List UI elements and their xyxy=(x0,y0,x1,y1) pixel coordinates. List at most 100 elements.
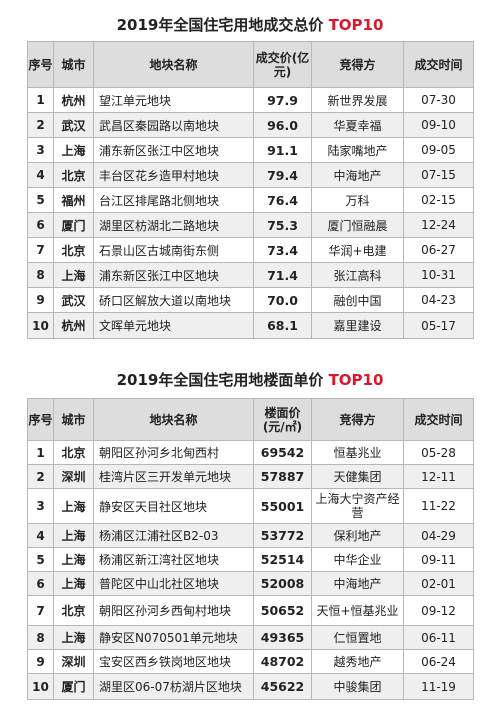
table-row: 9 武汉 硚口区解放大道以南地块 70.0 融创中国 04-23 xyxy=(27,287,474,313)
table-row: 10 厦门 湖里区06-07枋湖片区地块 45622 中骏集团 11-19 xyxy=(27,673,474,700)
cell-rank: 4 xyxy=(27,162,54,188)
cell-price: 45622 xyxy=(253,673,312,700)
cell-price: 68.1 xyxy=(253,312,312,339)
cell-rank: 1 xyxy=(27,87,54,113)
table-row: 6 上海 普陀区中山北社区地块 52008 中海地产 02-01 xyxy=(27,571,474,596)
table-row: 7 北京 石景山区古城南街东侧 73.4 华润+电建 06-27 xyxy=(27,237,474,263)
header-name: 地块名称 xyxy=(93,41,254,88)
cell-name: 普陀区中山北社区地块 xyxy=(93,571,254,596)
table-header-row: 序号 城市 地块名称 楼面价(元/㎡) 竞得方 成交时间 xyxy=(27,398,474,441)
cell-date: 06-24 xyxy=(403,649,474,674)
cell-price: 52008 xyxy=(253,571,312,596)
cell-date: 06-11 xyxy=(403,625,474,650)
header-rank: 序号 xyxy=(27,398,54,441)
table-row: 3 上海 浦东新区张江中区地块 91.1 陆家嘴地产 09-05 xyxy=(27,137,474,163)
cell-price: 53772 xyxy=(253,523,312,548)
cell-name: 桂湾片区三开发单元地块 xyxy=(93,464,254,489)
cell-city: 上海 xyxy=(53,571,94,596)
cell-name: 硚口区解放大道以南地块 xyxy=(93,287,254,313)
cell-buyer: 中海地产 xyxy=(311,571,404,596)
cell-rank: 1 xyxy=(27,440,54,465)
cell-buyer: 华夏幸福 xyxy=(311,112,404,138)
table-row: 5 上海 杨浦区新江湾社区地块 52514 中华企业 09-11 xyxy=(27,547,474,572)
cell-name: 丰台区花乡造甲村地块 xyxy=(93,162,254,188)
cell-name: 望江单元地块 xyxy=(93,87,254,113)
cell-price: 49365 xyxy=(253,625,312,650)
cell-price: 91.1 xyxy=(253,137,312,163)
cell-name: 朝阳区孙河乡西甸村地块 xyxy=(93,595,254,626)
table-row: 8 上海 静安区N070501单元地块 49365 仁恒置地 06-11 xyxy=(27,625,474,650)
cell-buyer: 仁恒置地 xyxy=(311,625,404,650)
cell-price: 52514 xyxy=(253,547,312,572)
cell-city: 深圳 xyxy=(53,464,94,489)
cell-name: 石景山区古城南街东侧 xyxy=(93,237,254,263)
cell-price: 70.0 xyxy=(253,287,312,313)
cell-price: 57887 xyxy=(253,464,312,489)
table-row: 4 上海 杨浦区江浦社区B2-03 53772 保利地产 04-29 xyxy=(27,523,474,548)
table-row: 5 福州 台江区排尾路北侧地块 76.4 万科 02-15 xyxy=(27,187,474,213)
cell-buyer: 恒基兆业 xyxy=(311,440,404,465)
cell-name: 朝阳区孙河乡北甸西村 xyxy=(93,440,254,465)
cell-city: 武汉 xyxy=(53,112,94,138)
cell-date: 05-28 xyxy=(403,440,474,465)
cell-price: 48702 xyxy=(253,649,312,674)
table-header-row: 序号 城市 地块名称 成交价(亿元) 竞得方 成交时间 xyxy=(27,41,474,88)
cell-name: 浦东新区张江中区地块 xyxy=(93,262,254,288)
cell-price: 96.0 xyxy=(253,112,312,138)
cell-city: 上海 xyxy=(53,137,94,163)
cell-date: 04-29 xyxy=(403,523,474,548)
cell-name: 静安区天目社区地块 xyxy=(93,488,254,524)
table1-title: 2019年全国住宅用地成交总价 TOP10 xyxy=(0,14,500,35)
header-buyer: 竞得方 xyxy=(311,398,404,441)
cell-buyer: 保利地产 xyxy=(311,523,404,548)
table-row: 1 北京 朝阳区孙河乡北甸西村 69542 恒基兆业 05-28 xyxy=(27,440,474,465)
table1-title-main: 2019年全国住宅用地成交总价 xyxy=(116,16,324,34)
cell-date: 09-12 xyxy=(403,595,474,626)
cell-rank: 3 xyxy=(27,137,54,163)
cell-city: 厦门 xyxy=(53,673,94,700)
cell-city: 福州 xyxy=(53,187,94,213)
cell-city: 上海 xyxy=(53,488,94,524)
unit-price-table: 序号 城市 地块名称 楼面价(元/㎡) 竞得方 成交时间 1 北京 朝阳区孙河乡北甸… xyxy=(27,398,474,700)
table-row: 10 杭州 文晖单元地块 68.1 嘉里建设 05-17 xyxy=(27,312,474,339)
header-price: 楼面价(元/㎡) xyxy=(253,398,312,441)
cell-buyer: 中海地产 xyxy=(311,162,404,188)
cell-date: 12-11 xyxy=(403,464,474,489)
cell-date: 11-19 xyxy=(403,673,474,700)
cell-city: 厦门 xyxy=(53,212,94,238)
table-row: 9 深圳 宝安区西乡铁岗地区地块 48702 越秀地产 06-24 xyxy=(27,649,474,674)
cell-buyer: 厦门恒融晨 xyxy=(311,212,404,238)
cell-rank: 9 xyxy=(27,649,54,674)
cell-city: 北京 xyxy=(53,162,94,188)
table-row: 8 上海 浦东新区张江中区地块 71.4 张江高科 10-31 xyxy=(27,262,474,288)
header-city: 城市 xyxy=(53,41,94,88)
cell-price: 55001 xyxy=(253,488,312,524)
cell-name: 杨浦区江浦社区B2-03 xyxy=(93,523,254,548)
cell-city: 武汉 xyxy=(53,287,94,313)
cell-rank: 2 xyxy=(27,464,54,489)
cell-name: 杨浦区新江湾社区地块 xyxy=(93,547,254,572)
cell-buyer: 中骏集团 xyxy=(311,673,404,700)
cell-city: 上海 xyxy=(53,547,94,572)
cell-buyer: 华润+电建 xyxy=(311,237,404,263)
cell-date: 04-23 xyxy=(403,287,474,313)
cell-price: 73.4 xyxy=(253,237,312,263)
cell-date: 10-31 xyxy=(403,262,474,288)
cell-price: 75.3 xyxy=(253,212,312,238)
cell-buyer: 陆家嘴地产 xyxy=(311,137,404,163)
header-price: 成交价(亿元) xyxy=(253,41,312,88)
cell-rank: 10 xyxy=(27,312,54,339)
table-row: 7 北京 朝阳区孙河乡西甸村地块 50652 天恒+恒基兆业 09-12 xyxy=(27,595,474,626)
cell-buyer: 上海大宁资产经营 xyxy=(311,488,404,524)
cell-price: 79.4 xyxy=(253,162,312,188)
table-row: 3 上海 静安区天目社区地块 55001 上海大宁资产经营 11-22 xyxy=(27,488,474,524)
table-row: 1 杭州 望江单元地块 97.9 新世界发展 07-30 xyxy=(27,87,474,113)
cell-date: 07-15 xyxy=(403,162,474,188)
cell-rank: 7 xyxy=(27,595,54,626)
cell-rank: 2 xyxy=(27,112,54,138)
cell-price: 76.4 xyxy=(253,187,312,213)
cell-date: 11-22 xyxy=(403,488,474,524)
cell-buyer: 万科 xyxy=(311,187,404,213)
cell-price: 69542 xyxy=(253,440,312,465)
cell-price: 71.4 xyxy=(253,262,312,288)
